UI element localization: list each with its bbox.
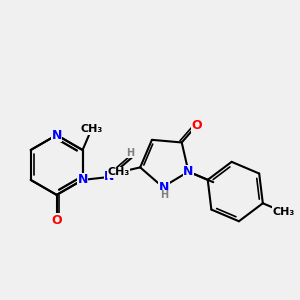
Text: O: O (51, 214, 62, 227)
Text: O: O (191, 119, 202, 132)
Text: CH₃: CH₃ (272, 207, 295, 217)
Text: N: N (77, 173, 88, 186)
Text: H: H (160, 190, 168, 200)
Text: CH₃: CH₃ (107, 167, 129, 177)
Text: N: N (52, 128, 62, 142)
Text: N: N (159, 181, 169, 194)
Text: H: H (126, 148, 134, 158)
Text: N: N (183, 165, 194, 178)
Text: N: N (104, 170, 115, 183)
Text: CH₃: CH₃ (80, 124, 103, 134)
